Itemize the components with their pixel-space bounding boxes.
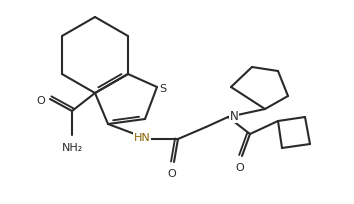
Text: S: S bbox=[159, 84, 167, 94]
Text: O: O bbox=[36, 95, 45, 105]
Text: O: O bbox=[236, 162, 244, 172]
Text: O: O bbox=[168, 168, 176, 178]
Text: NH₂: NH₂ bbox=[61, 142, 82, 152]
Text: HN: HN bbox=[133, 132, 150, 142]
Text: N: N bbox=[230, 110, 238, 123]
